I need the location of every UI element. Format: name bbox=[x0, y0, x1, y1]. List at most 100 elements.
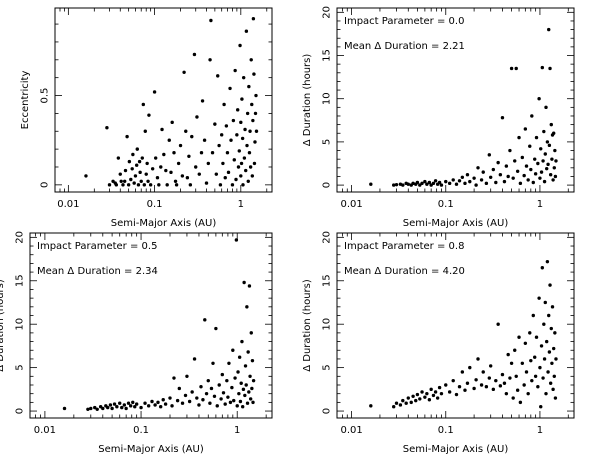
data-point bbox=[239, 174, 243, 178]
data-point bbox=[425, 391, 429, 396]
data-point bbox=[247, 84, 251, 89]
data-point bbox=[185, 176, 190, 180]
data-point bbox=[248, 397, 253, 401]
data-point bbox=[153, 156, 158, 160]
data-point bbox=[468, 365, 472, 370]
data-point bbox=[130, 167, 134, 171]
y-tick-label: 10 bbox=[322, 318, 333, 331]
data-point bbox=[222, 102, 226, 107]
data-point bbox=[468, 179, 472, 184]
data-point bbox=[150, 167, 155, 171]
data-point bbox=[439, 391, 444, 396]
data-point bbox=[481, 170, 485, 174]
data-point bbox=[217, 143, 221, 148]
data-point bbox=[454, 182, 459, 186]
data-point bbox=[444, 179, 448, 184]
data-point bbox=[215, 404, 219, 408]
data-point bbox=[476, 357, 480, 361]
data-point bbox=[121, 183, 125, 187]
data-point bbox=[463, 388, 467, 392]
data-point bbox=[248, 165, 253, 169]
data-point bbox=[539, 170, 544, 174]
data-point bbox=[223, 176, 227, 180]
data-point bbox=[509, 361, 514, 365]
panel-top-left: 0.01 0.1 1 0 0.5 Semi-Major Axis (AU) Eccentri… bbox=[20, 7, 273, 229]
data-point bbox=[236, 165, 241, 169]
data-point bbox=[236, 370, 240, 374]
data-point bbox=[225, 151, 230, 155]
data-point bbox=[194, 165, 198, 169]
data-point bbox=[152, 90, 157, 94]
y-tick-label: 15 bbox=[15, 274, 26, 287]
data-point bbox=[106, 405, 110, 410]
data-point bbox=[517, 135, 521, 140]
data-point bbox=[540, 65, 545, 70]
data-point bbox=[203, 318, 207, 322]
y-tick-label: 0 bbox=[322, 408, 333, 414]
data-point bbox=[542, 357, 547, 361]
data-point bbox=[528, 144, 532, 148]
data-point bbox=[479, 383, 484, 387]
data-point bbox=[502, 179, 507, 184]
data-point bbox=[122, 179, 127, 183]
data-point bbox=[454, 392, 459, 397]
data-point bbox=[474, 183, 478, 187]
data-point bbox=[411, 181, 415, 186]
data-point bbox=[115, 405, 119, 409]
data-point bbox=[542, 322, 546, 326]
data-point bbox=[546, 162, 550, 167]
data-point bbox=[463, 181, 467, 186]
data-point bbox=[95, 407, 99, 412]
data-point bbox=[511, 176, 515, 180]
data-point bbox=[146, 404, 151, 408]
x-tick-label: 0.1 bbox=[438, 199, 454, 210]
y-tick-label: 10 bbox=[322, 92, 333, 105]
data-point bbox=[221, 161, 225, 166]
data-point bbox=[513, 159, 517, 163]
data-point bbox=[522, 383, 526, 387]
data-point bbox=[143, 129, 147, 133]
data-point bbox=[251, 118, 255, 123]
data-point bbox=[164, 168, 168, 173]
data-point bbox=[249, 58, 253, 62]
data-point bbox=[158, 405, 163, 409]
data-point bbox=[539, 147, 543, 151]
data-point bbox=[208, 401, 212, 405]
data-point bbox=[187, 399, 192, 404]
data-point bbox=[232, 398, 236, 403]
x-tick-label: 1 bbox=[537, 425, 543, 436]
data-point bbox=[479, 178, 484, 182]
data-point bbox=[241, 387, 246, 392]
data-point bbox=[533, 374, 538, 379]
data-point bbox=[197, 172, 201, 176]
data-point bbox=[244, 383, 248, 387]
data-point bbox=[524, 164, 529, 168]
data-point bbox=[243, 393, 247, 398]
data-point bbox=[165, 183, 169, 187]
data-point bbox=[538, 176, 542, 180]
data-point bbox=[114, 183, 119, 187]
data-point bbox=[243, 127, 247, 132]
data-point bbox=[93, 405, 97, 410]
data-point bbox=[180, 174, 185, 178]
data-point bbox=[554, 159, 558, 163]
data-point bbox=[433, 390, 438, 394]
data-point bbox=[177, 386, 182, 391]
data-point bbox=[231, 348, 235, 352]
data-point bbox=[415, 180, 420, 185]
data-point bbox=[250, 174, 255, 178]
data-point bbox=[246, 179, 250, 183]
data-point bbox=[253, 111, 258, 116]
data-point bbox=[404, 401, 408, 405]
x-tick-label: 0.1 bbox=[133, 425, 149, 436]
data-point bbox=[538, 365, 542, 370]
data-point bbox=[86, 407, 90, 412]
data-point bbox=[524, 370, 529, 374]
data-point bbox=[169, 170, 173, 175]
data-point bbox=[526, 178, 530, 182]
data-point bbox=[548, 66, 552, 71]
data-point bbox=[472, 176, 476, 180]
data-point bbox=[369, 182, 373, 186]
data-point bbox=[249, 331, 253, 335]
data-point bbox=[439, 183, 444, 187]
